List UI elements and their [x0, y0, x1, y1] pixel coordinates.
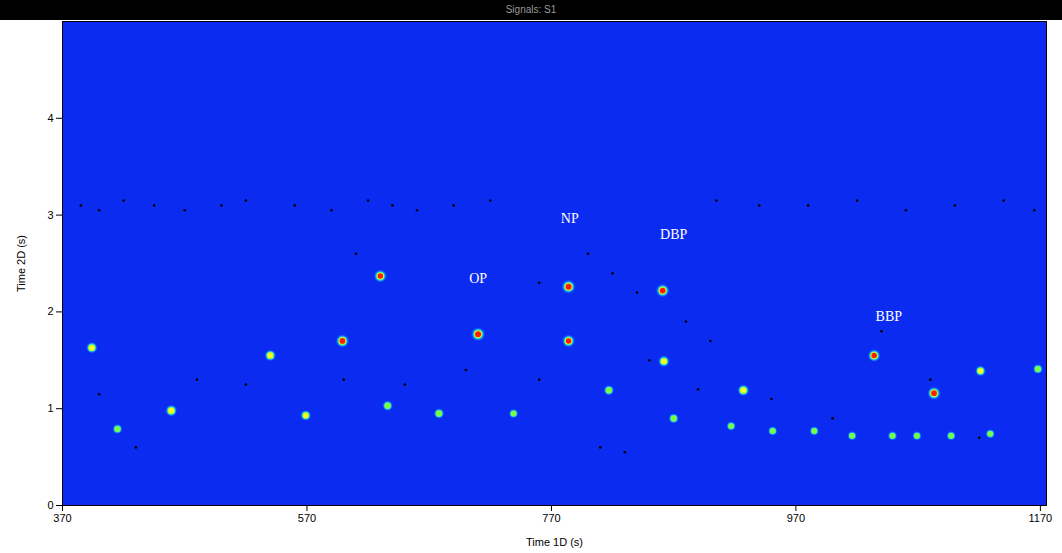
svg-text:2: 2 — [47, 305, 53, 317]
svg-text:DBP: DBP — [660, 227, 687, 242]
svg-text:BBP: BBP — [876, 309, 903, 324]
svg-text:370: 370 — [53, 512, 71, 524]
svg-text:NP: NP — [561, 211, 579, 226]
html-text:Signals: S1: Signals: S1 — [505, 4, 557, 15]
svg-text:1: 1 — [47, 402, 53, 414]
svg-text:Time 1D (s): Time 1D (s) — [526, 536, 583, 548]
svg-text:Time 2D (s): Time 2D (s) — [15, 235, 27, 292]
svg-text:770: 770 — [542, 512, 560, 524]
svg-text:570: 570 — [298, 512, 316, 524]
svg-text:970: 970 — [787, 512, 805, 524]
svg-text:1170: 1170 — [1029, 512, 1053, 524]
svg-text:3: 3 — [47, 209, 53, 221]
svg-text:4: 4 — [47, 112, 53, 124]
svg-text:OP: OP — [469, 271, 487, 286]
svg-text:0: 0 — [47, 499, 53, 511]
